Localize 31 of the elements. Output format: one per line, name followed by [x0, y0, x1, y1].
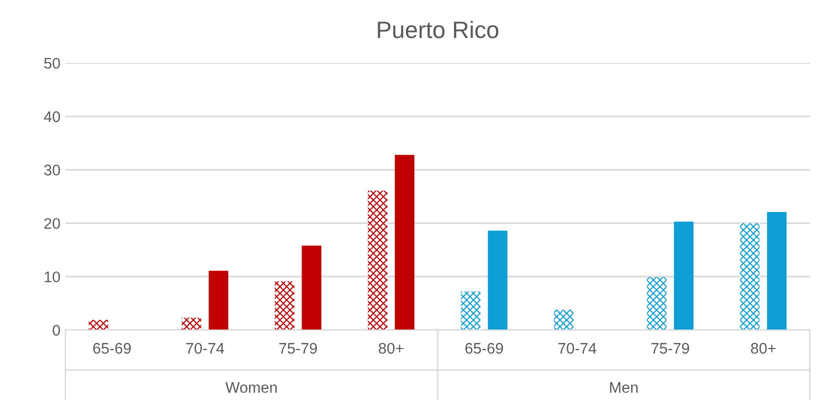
y-tick-label: 0: [52, 324, 60, 336]
bar: [182, 318, 202, 330]
bar: [488, 230, 508, 330]
y-tick-label: 30: [44, 164, 60, 176]
bar: [740, 223, 760, 330]
bar: [394, 154, 414, 330]
text: Men: [610, 382, 638, 393]
x-tick-label: 65-69: [465, 342, 503, 354]
x-tick-label: 75-79: [279, 342, 317, 354]
bar: [646, 277, 667, 330]
x-tick-label: 65-69: [93, 342, 131, 354]
bar: [302, 246, 322, 330]
y-tick-label: 40: [44, 111, 60, 122]
bar: [767, 212, 787, 330]
bar: [274, 281, 294, 330]
x-tick-label: 70-74: [558, 342, 596, 354]
x-tick-label: 80+: [751, 342, 776, 354]
text: Women: [225, 382, 277, 393]
y-tick-label: 10: [44, 271, 60, 282]
bar: [88, 320, 108, 330]
x-tick-label: 75-79: [651, 342, 690, 354]
bar: [460, 292, 480, 330]
x-tick-label: 80+: [378, 342, 404, 354]
chart-title: Puerto Rico: [378, 20, 498, 38]
bar: [208, 270, 228, 330]
y-tick-label: 20: [44, 218, 60, 229]
bar: [674, 222, 694, 330]
y-tick-label: 50: [44, 58, 60, 69]
bar: [368, 190, 388, 330]
x-tick-label: 70-74: [186, 342, 224, 354]
bar: [554, 310, 574, 330]
